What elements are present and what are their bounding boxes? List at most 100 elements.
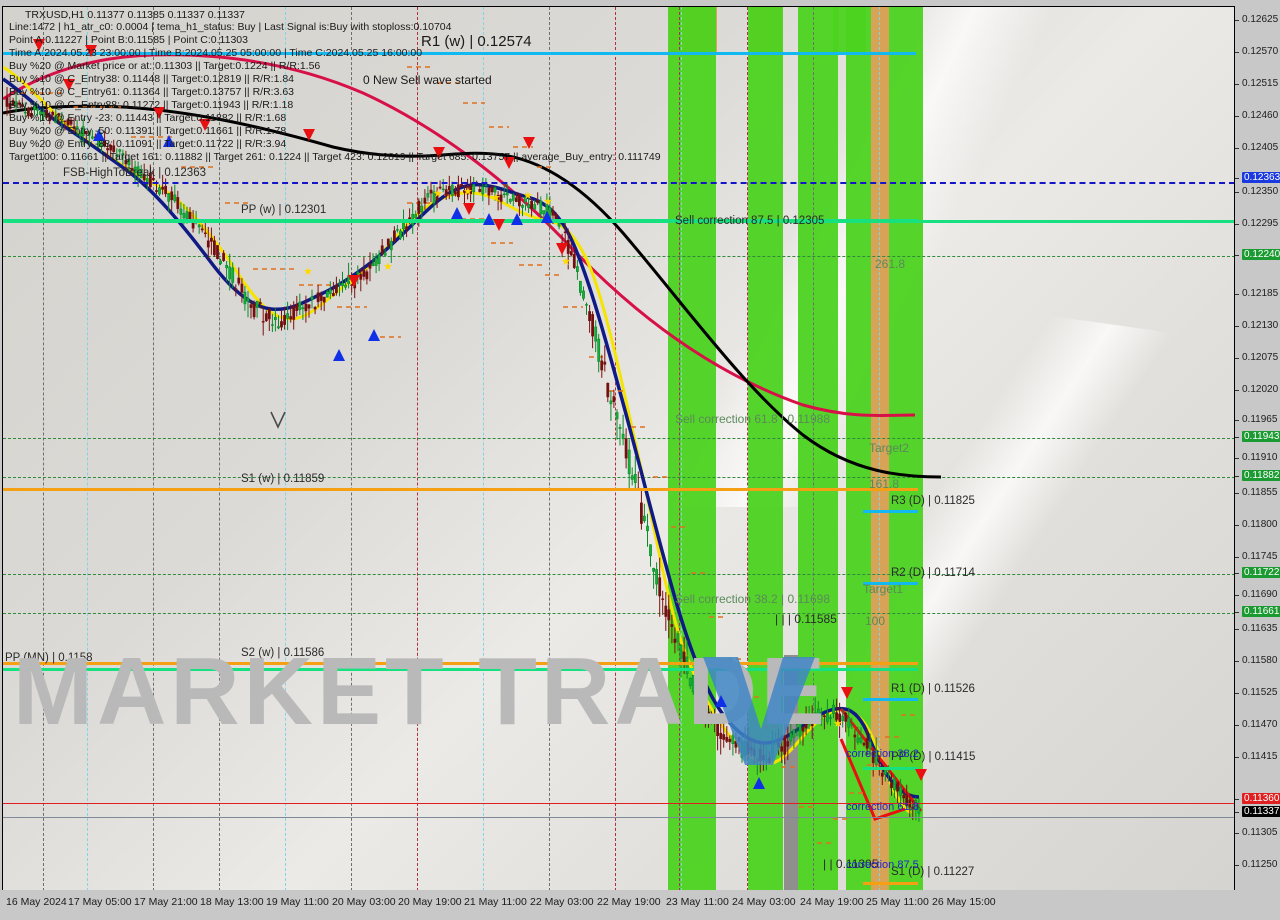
strategy-info-line-9: Buy %20 @ Entry -88: 0.11091 || Target:0… <box>9 138 287 150</box>
price-tick-mark <box>1235 224 1239 225</box>
level-label-mid-price: | | | 0.11585 <box>775 612 837 626</box>
level-label-s1-w-: S1 (w) | 0.11859 <box>241 473 325 485</box>
vertical-gridline-marker <box>679 7 680 891</box>
chart-plot-area[interactable]: ★ ★ ★ ★ ★ ★ ★ ★ ★ ★ MARKET TRADE FSB-HighToBreak … <box>2 6 1235 891</box>
v-marker <box>270 411 286 429</box>
strategy-info-line-0: Line:1472 | h1_atr_c0: 0.0004 | tema_h1_… <box>9 21 452 33</box>
level-line-s1-w-[interactable] <box>3 488 918 491</box>
price-tick-mark <box>1235 725 1239 726</box>
sell-arrow-icon <box>199 119 211 131</box>
sell-arrow-icon <box>841 687 853 699</box>
session-band-green <box>798 7 838 891</box>
price-tick-mark <box>1235 192 1239 193</box>
level-line-r1-d-[interactable] <box>863 698 918 701</box>
signal-star-icon: ★ <box>561 256 571 268</box>
sell-arrow-icon <box>523 137 535 149</box>
level-line-bid-line[interactable] <box>3 803 1235 804</box>
vertical-gridline <box>43 7 44 891</box>
horizontal-gridline <box>3 438 1235 439</box>
price-tick-label: 0.11910 <box>1242 452 1278 463</box>
vertical-gridline-marker <box>747 7 748 891</box>
level-label-low-marker: | | 0.11305 <box>823 857 879 871</box>
time-tick-label: 16 May 2024 <box>6 896 67 908</box>
buy-arrow-icon <box>333 349 345 361</box>
vertical-gridline <box>681 7 682 891</box>
signal-star-icon: ★ <box>833 718 843 730</box>
time-tick-label: 23 May 11:00 <box>666 896 729 908</box>
vertical-gridline-marker <box>417 7 418 891</box>
time-tick-label: 26 May 15:00 <box>932 896 996 908</box>
time-tick-label: 17 May 05:00 <box>68 896 132 908</box>
price-tick-label: 0.11690 <box>1242 589 1278 600</box>
signal-star-icon: ★ <box>543 196 553 208</box>
price-tick-label: 0.11250 <box>1242 859 1278 870</box>
level-line-s2-w-[interactable] <box>3 662 918 665</box>
signal-star-icon: ★ <box>463 186 473 198</box>
sell-arrow-icon <box>303 129 315 141</box>
sell-arrow-icon <box>556 243 568 255</box>
buy-arrow-icon <box>715 695 727 707</box>
price-tick-label: 0.12020 <box>1242 384 1279 395</box>
sell-arrow-icon <box>463 203 475 215</box>
signal-star-icon: ★ <box>433 188 443 200</box>
price-tick-label: 0.12075 <box>1242 352 1279 363</box>
sell-arrow-icon <box>915 769 927 781</box>
price-tick-label: 0.11635 <box>1242 623 1278 634</box>
level-label-pp-d-: PP (D) | 0.11415 <box>891 751 976 763</box>
price-tick-mark <box>1235 476 1239 477</box>
strategy-info-line-10: Target100: 0.11661 || Target 161: 0.1188… <box>9 151 661 163</box>
time-tick-label: 24 May 03:00 <box>732 896 796 908</box>
sell-arrow-icon <box>153 107 165 119</box>
horizontal-gridline <box>3 256 1235 257</box>
buy-arrow-icon <box>483 213 495 225</box>
price-tick-mark <box>1235 437 1239 438</box>
price-tick-label: 0.11745 <box>1242 551 1278 562</box>
level-line-s1-d-[interactable] <box>863 882 918 885</box>
price-axis[interactable]: 0.12625 0.12570 0.12515 0.12460 0.12405 0.123… <box>1234 6 1280 902</box>
price-tick-label: 0.12295 <box>1242 218 1279 229</box>
level-line-r3-d-[interactable] <box>863 510 918 513</box>
price-tick-label: 0.12350 <box>1242 186 1279 197</box>
time-tick-label: 22 May 03:00 <box>530 896 594 908</box>
price-tick-mark <box>1235 390 1239 391</box>
vertical-gridline <box>285 7 286 891</box>
price-tick-mark <box>1235 661 1239 662</box>
strategy-info-line-2: Time A:2024.05.23 23:00:00 | Time B:2024… <box>9 47 423 59</box>
strategy-info-line-7: Buy %10 @ Entry -23: 0.11443 || Target:0… <box>9 112 287 124</box>
time-tick-label: 20 May 19:00 <box>398 896 462 908</box>
vertical-gridline <box>87 7 88 891</box>
chart-info-header: TRXUSD,H1 0.11377 0.11385 0.11337 0.1133… <box>9 9 661 164</box>
level-label-s1-d-: S1 (D) | 0.11227 <box>891 866 975 878</box>
correction-label: correction 87.5 <box>846 859 919 871</box>
candlestick-series <box>5 87 921 822</box>
sell-arrow-icon <box>85 45 97 57</box>
price-tick-mark <box>1235 595 1239 596</box>
sell-arrow-icon <box>348 275 360 287</box>
level-line-ask-line[interactable] <box>3 817 1235 818</box>
price-tick-label: 0.12515 <box>1242 78 1279 89</box>
price-tick-mark <box>1235 865 1239 866</box>
session-band-green <box>668 7 716 891</box>
signal-star-icon: ★ <box>491 192 501 204</box>
level-line-pp-d-[interactable] <box>863 767 918 770</box>
price-tick-label: 0.11965 <box>1242 414 1278 425</box>
vertical-gridline <box>879 7 880 891</box>
horizontal-gridline <box>3 477 1235 478</box>
level-line-r2-d-[interactable] <box>863 582 918 585</box>
price-tick-mark <box>1235 525 1239 526</box>
strategy-info-line-8: Buy %20 @ Entry -50: 0.11391 || Target:0… <box>9 125 287 137</box>
level-line-fsb-hightobreak[interactable] <box>3 182 1235 184</box>
time-tick-label: 18 May 13:00 <box>200 896 264 908</box>
signal-star-icon: ★ <box>523 190 533 202</box>
price-tick-label: 0.12625 <box>1242 14 1279 25</box>
price-tick-mark <box>1235 116 1239 117</box>
level-line-pp-mn-[interactable] <box>3 668 918 671</box>
time-axis[interactable]: 16 May 2024 17 May 05:00 17 May 21:00 18 Ma… <box>0 890 1280 920</box>
buy-arrow-icon <box>163 135 175 147</box>
level-line-sell-correction-87-5[interactable] <box>3 219 918 222</box>
level-line-r1-w-[interactable] <box>3 52 916 55</box>
strategy-info-line-1: Point A:0.11227 | Point B:0.11585 | Poin… <box>9 34 248 46</box>
price-tick-mark <box>1235 20 1239 21</box>
price-tick-label: 0.11470 <box>1242 719 1278 730</box>
